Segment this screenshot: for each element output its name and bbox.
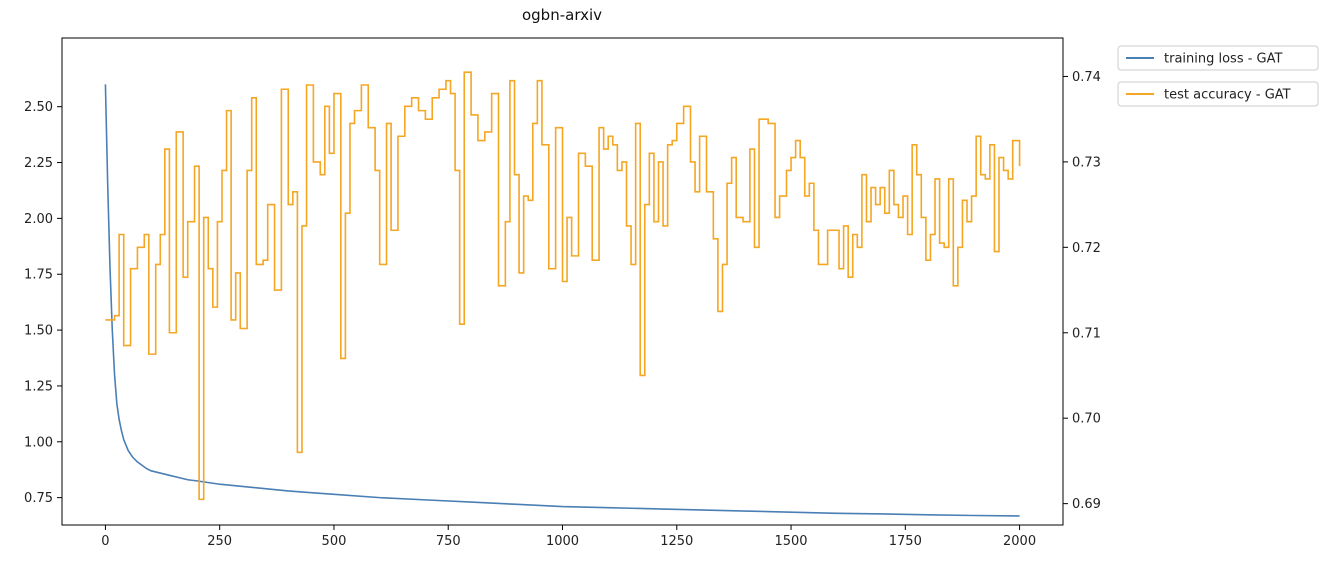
legend-label-2: test accuracy - GAT (1164, 88, 1291, 103)
y-right-tick-label: 0.72 (1072, 241, 1101, 256)
x-tick-label: 500 (322, 534, 347, 549)
plot-area (104, 71, 1021, 517)
y-left-tick-label: 2.25 (24, 156, 53, 171)
x-tick-label: 2000 (1003, 534, 1036, 549)
x-tick-label: 250 (207, 534, 232, 549)
legend-label-1: training loss - GAT (1164, 52, 1283, 67)
x-tick-label: 1500 (774, 534, 807, 549)
y-right-tick-label: 0.73 (1072, 155, 1101, 170)
legend-box-2 (1117, 81, 1319, 107)
y-right-tick-label: 0.69 (1072, 497, 1101, 512)
y-right-tick-label: 0.71 (1072, 326, 1101, 341)
x-tick-label: 1750 (889, 534, 922, 549)
x-tick-label: 0 (101, 534, 109, 549)
y-right-tick-label: 0.74 (1072, 70, 1101, 85)
legend: training loss - GAT test accuracy - GAT (1117, 45, 1319, 107)
series-line-1 (104, 84, 1020, 517)
y-left-tick-label: 1.50 (24, 324, 53, 339)
y-left-tick-label: 0.75 (24, 491, 53, 506)
series-line-2 (105, 71, 1021, 501)
x-tick-label: 1250 (660, 534, 693, 549)
y-left-tick-label: 1.75 (24, 268, 53, 283)
x-tick-label: 1000 (546, 534, 579, 549)
y-left-tick-label: 2.50 (24, 100, 53, 115)
y-left-tick-label: 2.00 (24, 212, 53, 227)
y-left-tick-label: 1.25 (24, 379, 53, 394)
axes: 0 250 500 750 1000 1250 1500 1750 2000 0.75 1.00 1.… (24, 37, 1101, 549)
chart-title: ogbn-arxiv (522, 6, 602, 24)
y-left-tick-label: 1.00 (24, 435, 53, 450)
y-right-tick-label: 0.70 (1072, 412, 1101, 427)
legend-box-1 (1117, 45, 1319, 71)
x-tick-label: 750 (436, 534, 461, 549)
